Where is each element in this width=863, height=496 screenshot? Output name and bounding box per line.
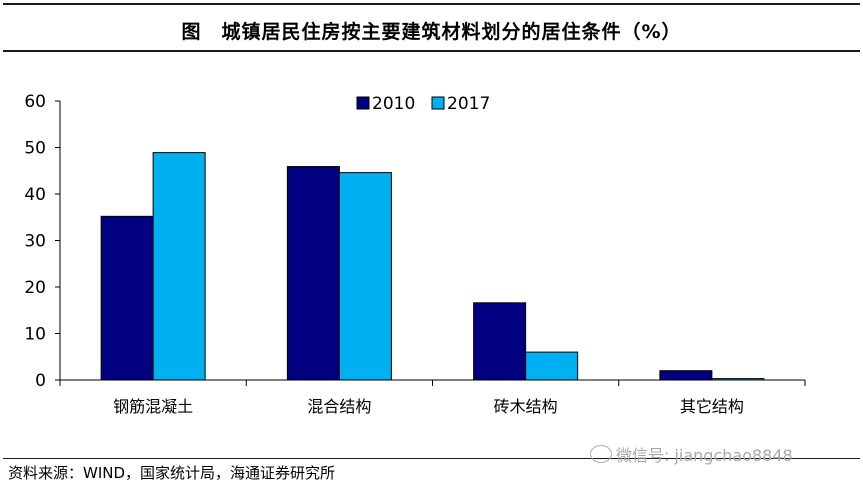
wechat-icon xyxy=(590,445,612,463)
bar-2010 xyxy=(100,215,154,381)
bar-2010 xyxy=(473,302,527,381)
bar-2017 xyxy=(711,378,765,381)
legend-label: 2010 xyxy=(372,94,415,114)
watermark-text: 微信号: jiangchao8848 xyxy=(616,446,793,465)
x-tick-label: 砖木结构 xyxy=(494,397,558,416)
y-tick-label: 60 xyxy=(24,92,46,112)
bar-2017 xyxy=(525,351,579,381)
bar-2017 xyxy=(152,152,206,381)
x-tick-label: 其它结构 xyxy=(680,397,744,416)
legend-label: 2017 xyxy=(447,94,490,114)
bar-chart: 0 10 20 30 40 50 60 钢筋混凝土 混合结构 砖木结构 其它结构 2010 2017 xyxy=(24,92,806,416)
x-tick-label: 混合结构 xyxy=(307,397,371,416)
y-tick-label: 50 xyxy=(24,139,46,159)
y-tick-label: 20 xyxy=(24,278,46,298)
legend-swatch xyxy=(431,96,445,110)
bar-2010 xyxy=(286,166,340,381)
y-tick-label: 0 xyxy=(35,371,46,391)
source-note: 资料来源：WIND，国家统计局，海通证券研究所 xyxy=(8,464,336,482)
title-bar: 图 城镇居民住房按主要建筑材料划分的居住条件（%） xyxy=(0,0,863,55)
watermark: 微信号: jiangchao8848 xyxy=(590,442,793,466)
y-tick-label: 30 xyxy=(24,232,46,252)
bar-2010 xyxy=(659,370,713,381)
title-bottom-rule xyxy=(3,50,860,52)
bar-2017 xyxy=(338,172,392,381)
y-tick-label: 40 xyxy=(24,185,46,205)
footer-rule xyxy=(3,458,860,459)
x-tick-label: 钢筋混凝土 xyxy=(113,397,193,416)
title-top-rule xyxy=(3,3,860,5)
y-tick-label: 10 xyxy=(24,325,46,345)
chart-title: 图 城镇居民住房按主要建筑材料划分的居住条件（%） xyxy=(181,21,682,43)
legend-swatch xyxy=(356,96,370,110)
